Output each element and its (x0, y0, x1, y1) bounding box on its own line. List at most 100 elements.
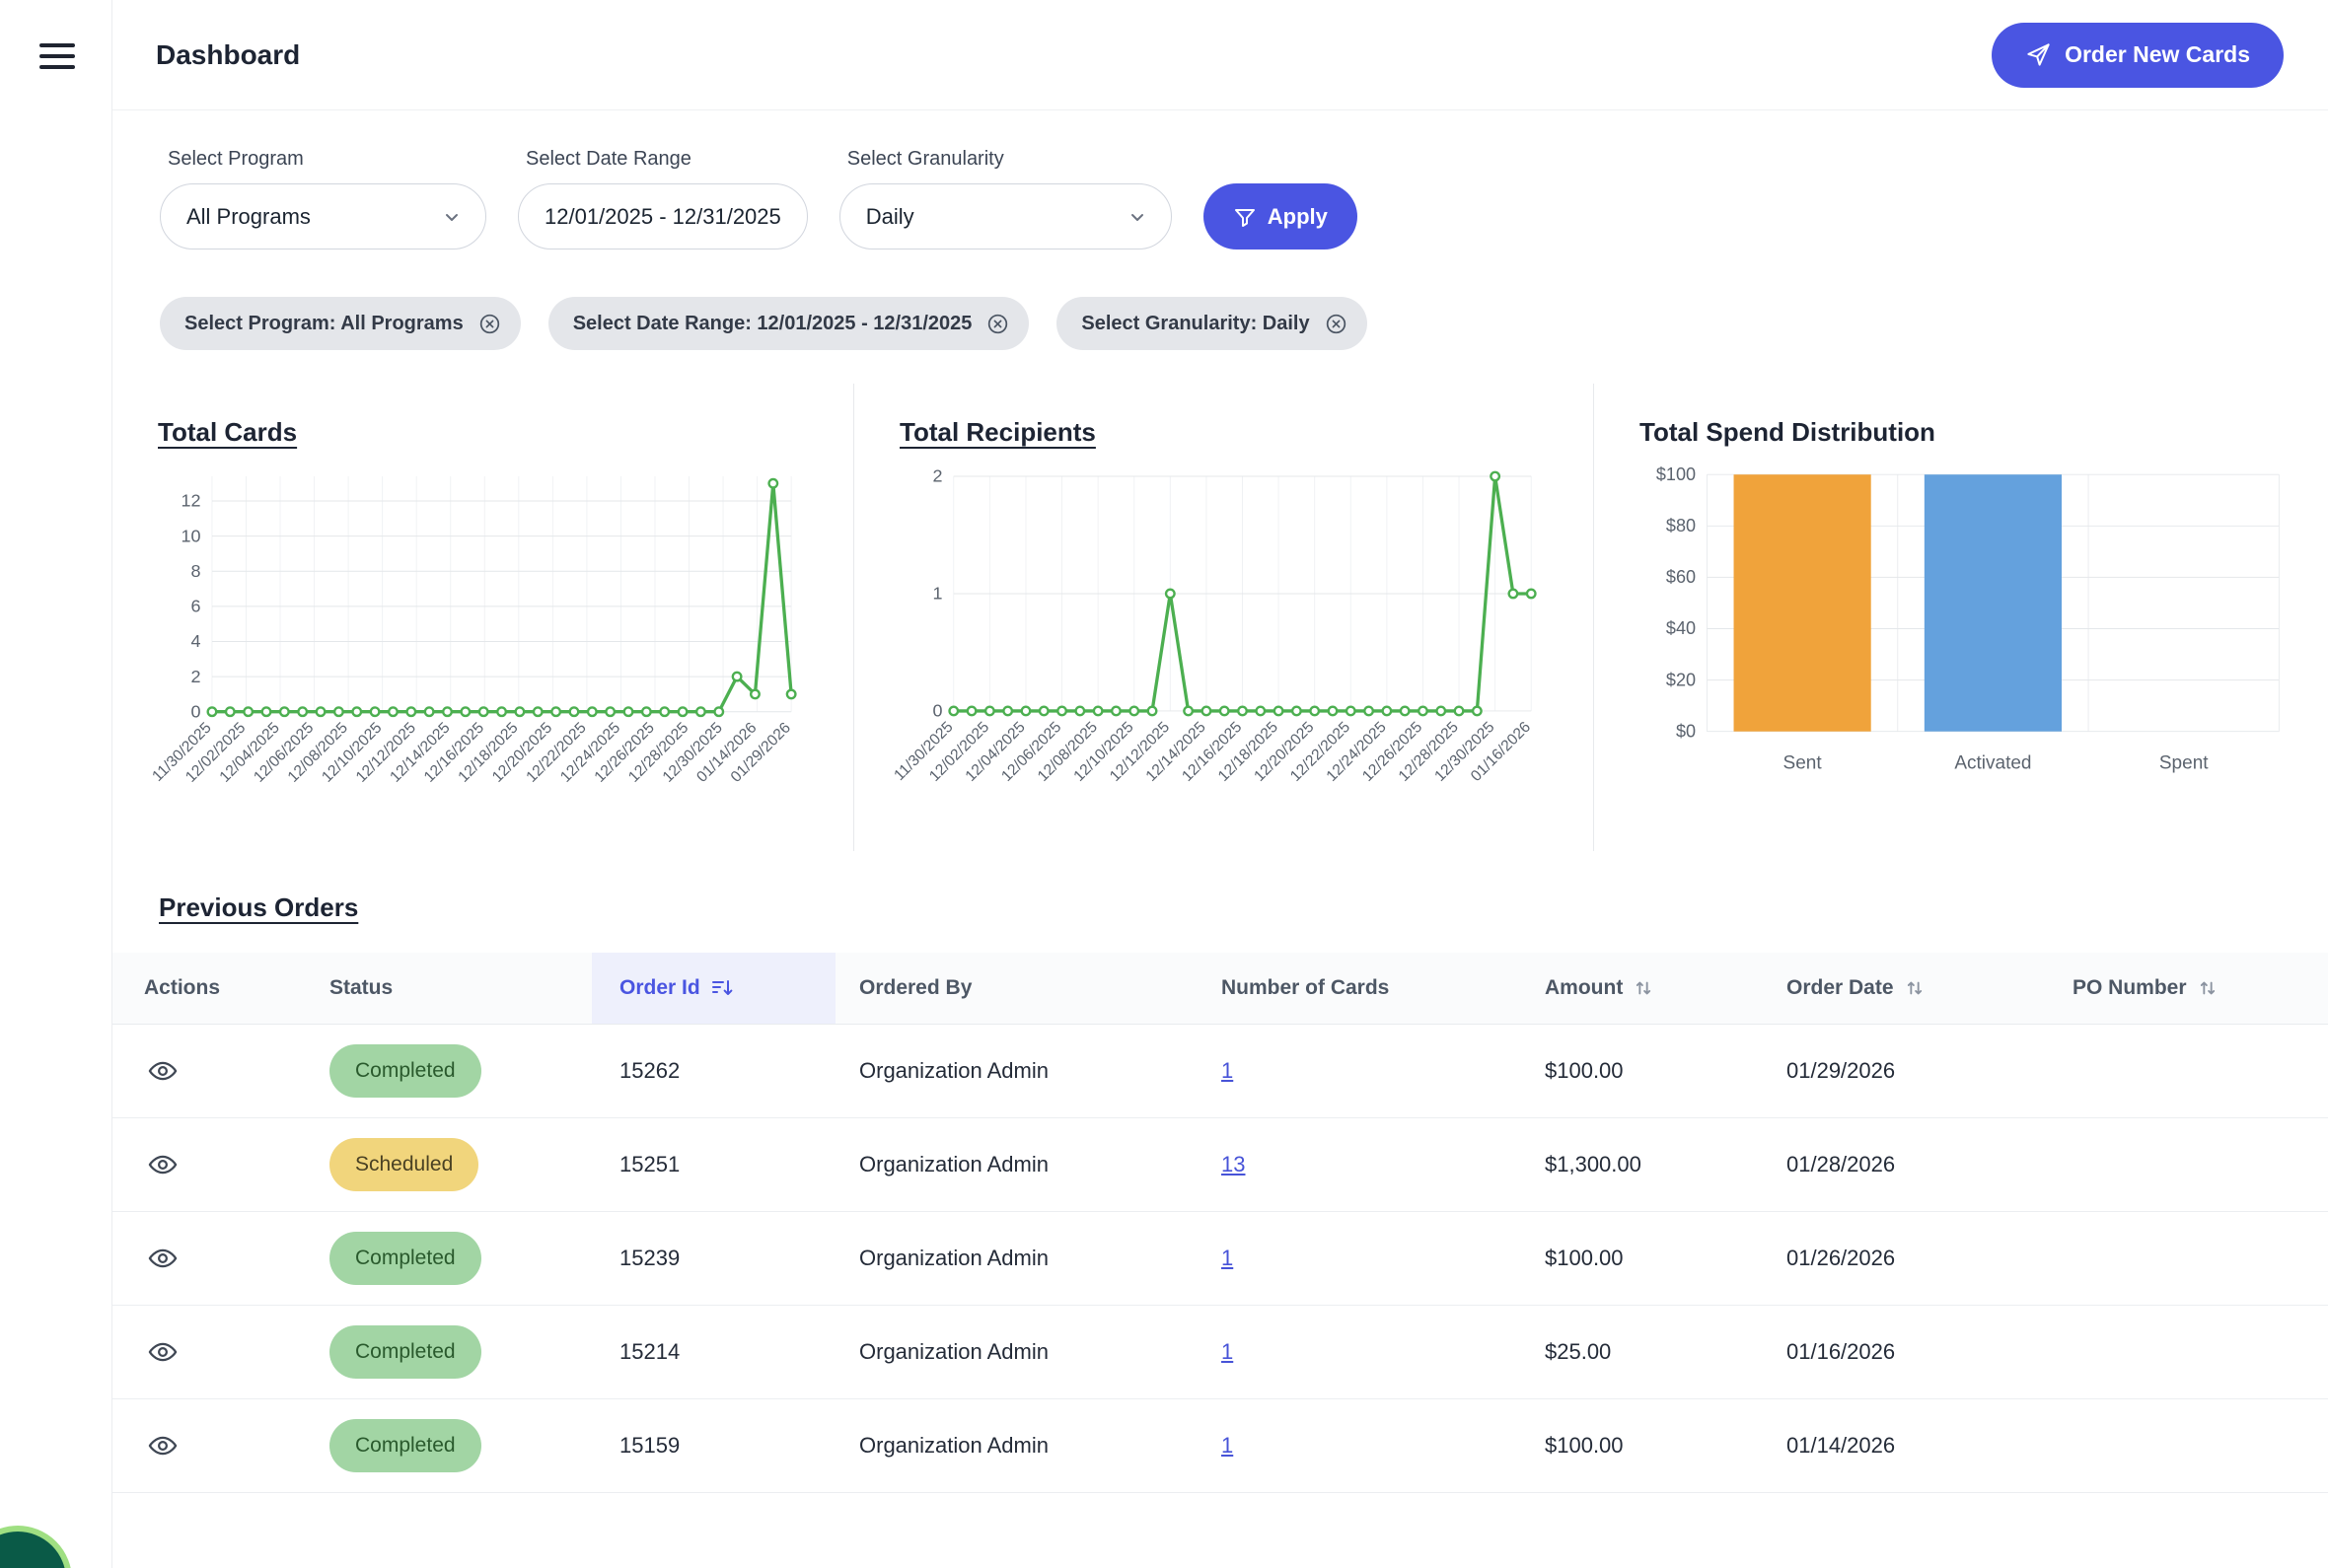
po-number-cell (2049, 1117, 2328, 1211)
filter-chip[interactable]: Select Date Range: 12/01/2025 - 12/31/20… (548, 297, 1030, 350)
table-row: Completed 15262 Organization Admin 1 $10… (112, 1024, 2328, 1117)
granularity-filter-group: Select Granularity Daily (839, 148, 1172, 249)
table-row: Completed 15159 Organization Admin 1 $10… (112, 1398, 2328, 1492)
svg-text:$60: $60 (1666, 567, 1696, 587)
order-new-cards-button[interactable]: Order New Cards (1992, 23, 2284, 88)
amount-cell: $25.00 (1521, 1305, 1763, 1398)
ordered-by-cell: Organization Admin (836, 1117, 1198, 1211)
order-id-cell: 15251 (592, 1117, 836, 1211)
page-title: Dashboard (156, 39, 300, 71)
date-range-filter-group: Select Date Range 12/01/2025 - 12/31/202… (518, 148, 808, 249)
total-cards-title: Total Cards (158, 417, 812, 448)
previous-orders-section: Previous Orders Actions Status Order Id (112, 851, 2328, 1493)
ordered-by-cell: Organization Admin (836, 1211, 1198, 1305)
svg-text:$20: $20 (1666, 670, 1696, 689)
svg-text:$100: $100 (1656, 464, 1696, 484)
cards-count-link[interactable]: 1 (1221, 1339, 1233, 1364)
amount-cell: $100.00 (1521, 1024, 1763, 1117)
column-order-id[interactable]: Order Id (592, 953, 836, 1024)
ordered-by-cell: Organization Admin (836, 1024, 1198, 1117)
granularity-select[interactable]: Daily (839, 183, 1172, 249)
order-id-cell: 15262 (592, 1024, 836, 1117)
previous-orders-title: Previous Orders (159, 892, 2328, 923)
svg-text:Activated: Activated (1954, 753, 2031, 774)
table-row: Completed 15239 Organization Admin 1 $10… (112, 1211, 2328, 1305)
view-order-button[interactable] (148, 1337, 178, 1367)
order-id-cell: 15214 (592, 1305, 836, 1398)
svg-text:Sent: Sent (1783, 753, 1823, 774)
apply-button-label: Apply (1268, 204, 1328, 230)
po-number-cell (2049, 1024, 2328, 1117)
cards-count-link[interactable]: 1 (1221, 1433, 1233, 1458)
order-new-cards-label: Order New Cards (2065, 41, 2250, 68)
sort-both-icon (2197, 977, 2219, 999)
svg-text:4: 4 (191, 631, 201, 651)
cards-count-link[interactable]: 13 (1221, 1152, 1245, 1176)
granularity-filter-label: Select Granularity (847, 148, 1172, 171)
filter-chip-label: Select Granularity: Daily (1081, 313, 1309, 335)
ordered-by-cell: Organization Admin (836, 1305, 1198, 1398)
program-filter-group: Select Program All Programs (160, 148, 486, 249)
svg-text:2: 2 (191, 667, 201, 686)
sort-both-icon (1633, 977, 1654, 999)
table-row: Completed 15214 Organization Admin 1 $25… (112, 1305, 2328, 1398)
chevron-down-icon (1126, 205, 1149, 229)
date-range-value: 12/01/2025 - 12/31/2025 (545, 204, 781, 230)
orders-table: Actions Status Order Id Ordered By Numbe… (112, 953, 2328, 1493)
view-order-button[interactable] (148, 1244, 178, 1273)
eye-icon (148, 1431, 178, 1461)
cards-count-link[interactable]: 1 (1221, 1246, 1233, 1270)
apply-button[interactable]: Apply (1203, 183, 1357, 249)
status-badge: Completed (329, 1419, 481, 1472)
cards-count-link[interactable]: 1 (1221, 1058, 1233, 1083)
column-amount[interactable]: Amount (1521, 953, 1763, 1024)
granularity-select-value: Daily (866, 204, 914, 230)
eye-icon (148, 1056, 178, 1086)
status-badge: Completed (329, 1044, 481, 1098)
view-order-button[interactable] (148, 1056, 178, 1086)
view-order-button[interactable] (148, 1150, 178, 1179)
eye-icon (148, 1337, 178, 1367)
order-id-cell: 15239 (592, 1211, 836, 1305)
remove-chip-icon[interactable] (986, 313, 1009, 335)
column-actions: Actions (112, 953, 329, 1024)
status-badge: Completed (329, 1325, 481, 1379)
filter-funnel-icon (1233, 205, 1257, 229)
menu-icon[interactable] (39, 43, 75, 69)
column-po-number-label: PO Number (2073, 976, 2187, 1000)
svg-text:$0: $0 (1676, 721, 1696, 741)
po-number-cell (2049, 1211, 2328, 1305)
date-range-input[interactable]: 12/01/2025 - 12/31/2025 (518, 183, 808, 249)
total-recipients-panel: Total Recipients 01211/30/202512/02/2025… (853, 384, 1593, 851)
table-header-row: Actions Status Order Id Ordered By Numbe… (112, 953, 2328, 1024)
order-date-cell: 01/28/2026 (1763, 1117, 2049, 1211)
topbar: Dashboard Order New Cards (112, 0, 2328, 110)
svg-text:1: 1 (932, 584, 942, 604)
total-spend-title: Total Spend Distribution (1639, 417, 2287, 448)
filter-chip[interactable]: Select Program: All Programs (160, 297, 521, 350)
filter-chip[interactable]: Select Granularity: Daily (1056, 297, 1366, 350)
view-order-button[interactable] (148, 1431, 178, 1461)
program-select[interactable]: All Programs (160, 183, 486, 249)
status-badge: Scheduled (329, 1138, 478, 1191)
svg-text:Spent: Spent (2159, 753, 2209, 774)
remove-chip-icon[interactable] (478, 313, 501, 335)
filter-chip-label: Select Date Range: 12/01/2025 - 12/31/20… (573, 313, 973, 335)
filter-bar: Select Program All Programs Select Date … (112, 110, 2328, 249)
amount-cell: $100.00 (1521, 1398, 1763, 1492)
svg-text:10: 10 (182, 526, 201, 545)
sidebar (0, 0, 112, 1568)
amount-cell: $1,300.00 (1521, 1117, 1763, 1211)
column-order-date[interactable]: Order Date (1763, 953, 2049, 1024)
svg-text:0: 0 (932, 701, 942, 721)
total-cards-line-chart: 02468101211/30/202512/02/202512/04/20251… (158, 460, 812, 825)
remove-chip-icon[interactable] (1325, 313, 1347, 335)
total-recipients-title: Total Recipients (900, 417, 1552, 448)
column-po-number[interactable]: PO Number (2049, 953, 2328, 1024)
column-number-of-cards: Number of Cards (1198, 953, 1521, 1024)
svg-text:2: 2 (932, 466, 942, 486)
sort-descending-icon (710, 976, 734, 1000)
table-row: Scheduled 15251 Organization Admin 13 $1… (112, 1117, 2328, 1211)
svg-text:12: 12 (182, 491, 201, 511)
eye-icon (148, 1244, 178, 1273)
